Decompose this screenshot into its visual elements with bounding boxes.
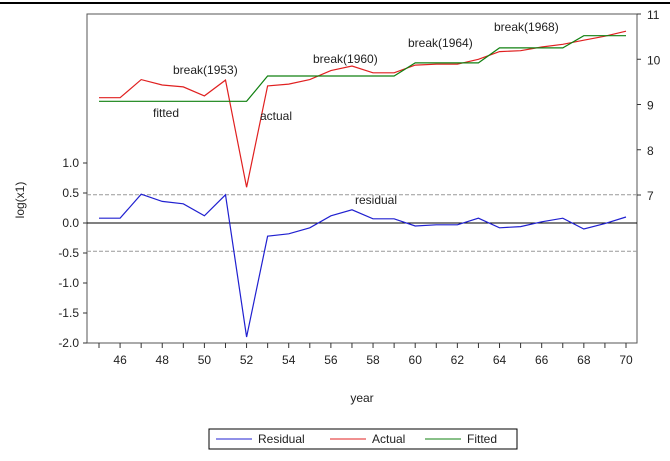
left-tick-label: 0.5 — [62, 186, 79, 200]
left-tick-label: -0.5 — [58, 246, 79, 260]
right-tick-label: 11 — [647, 8, 660, 22]
y-axis-label: log(x1) — [13, 182, 27, 219]
x-tick-label: 48 — [156, 353, 170, 367]
x-tick-label: 58 — [366, 353, 380, 367]
x-tick-label: 46 — [113, 353, 127, 367]
x-tick-label: 70 — [619, 353, 633, 367]
annotation-break-1953: break(1953) — [173, 63, 238, 77]
x-tick-label: 52 — [240, 353, 254, 367]
annotation-residual: residual — [355, 193, 397, 207]
right-tick-label: 7 — [647, 189, 654, 203]
right-tick-label: 9 — [647, 99, 654, 113]
annotation-actual: actual — [260, 109, 292, 123]
x-tick-label: 64 — [493, 353, 507, 367]
left-tick-label: -1.0 — [58, 276, 79, 290]
x-axis-label: year — [350, 391, 373, 405]
right-tick-label: 8 — [647, 144, 654, 158]
legend-residual: Residual — [258, 432, 305, 446]
annotation-break-1968: break(1968) — [494, 20, 559, 34]
series-fitted — [99, 35, 626, 102]
annotation-fitted: fitted — [153, 106, 179, 120]
x-tick-label: 50 — [198, 353, 212, 367]
series-residual — [99, 193, 627, 338]
left-tick-label: -2.0 — [58, 336, 79, 350]
legend: Residual Actual Fitted — [208, 428, 518, 450]
x-tick-label: 54 — [282, 353, 296, 367]
annotation-break-1960: break(1960) — [313, 52, 378, 66]
legend-fitted: Fitted — [467, 432, 497, 446]
left-tick-label: -1.5 — [58, 306, 79, 320]
x-tick-label: 62 — [451, 353, 465, 367]
x-tick-label: 66 — [535, 353, 549, 367]
right-tick-label: 10 — [647, 53, 661, 67]
plot-frame — [86, 13, 638, 344]
left-tick-label: 1.0 — [62, 156, 79, 170]
legend-actual: Actual — [372, 432, 405, 446]
x-tick-label: 68 — [577, 353, 591, 367]
annotation-break-1964: break(1964) — [408, 36, 473, 50]
x-tick-label: 56 — [324, 353, 338, 367]
x-tick-label: 60 — [409, 353, 423, 367]
left-tick-label: 0.0 — [62, 216, 79, 230]
